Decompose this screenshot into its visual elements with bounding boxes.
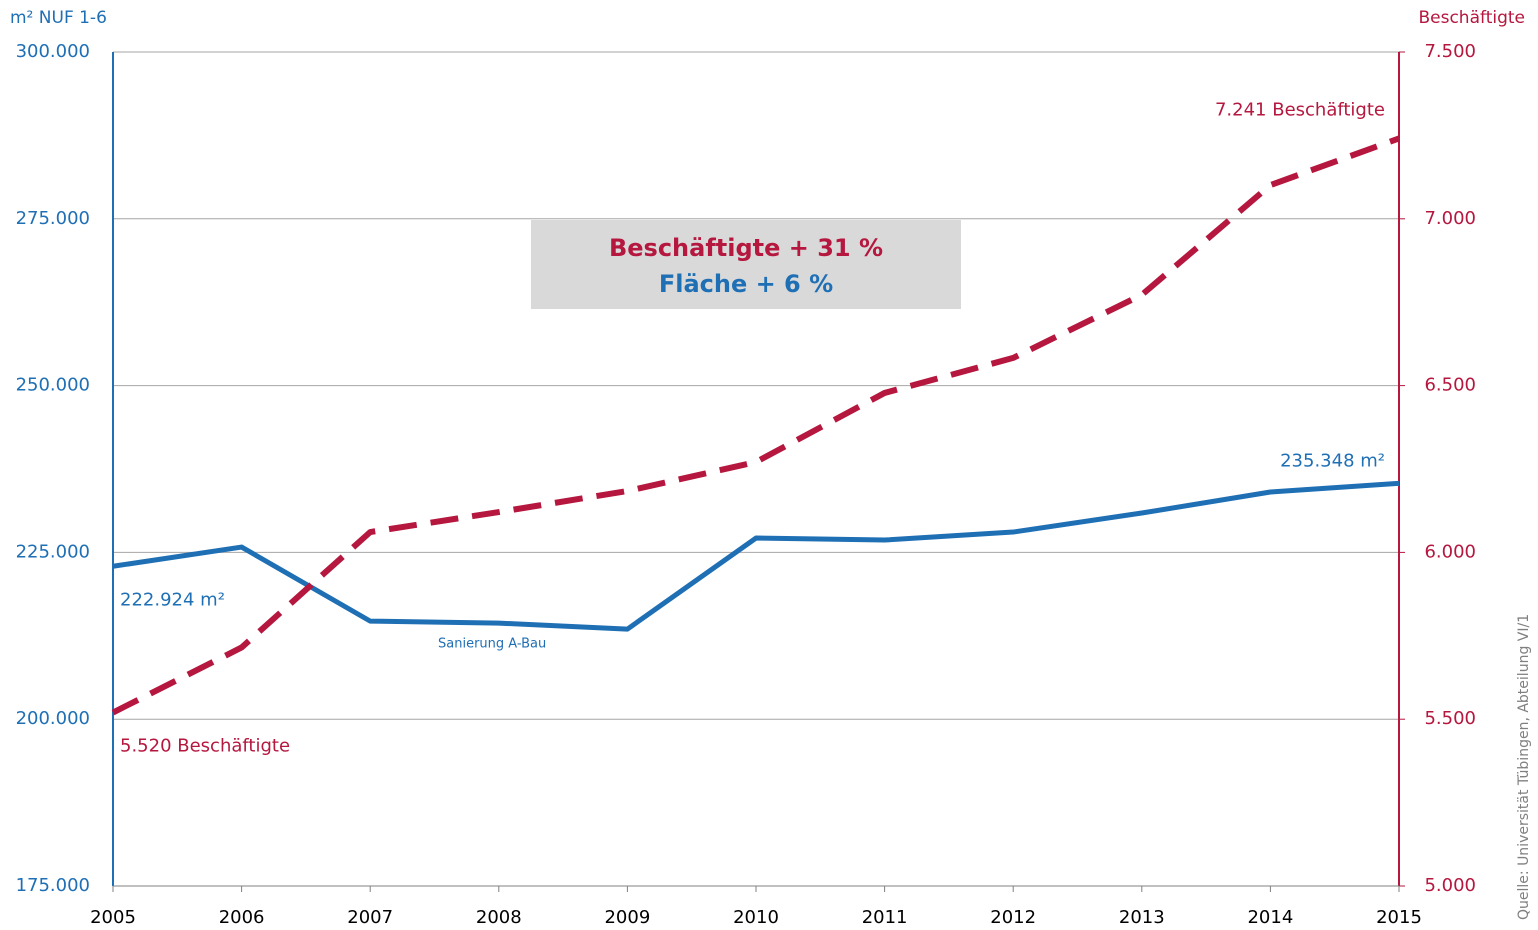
x-tick-label: 2009 <box>604 907 650 928</box>
y-tick-label: 250.000 <box>16 375 90 396</box>
y2-tick-label: 5.500 <box>1424 708 1476 729</box>
y-tick-label: 200.000 <box>16 708 90 729</box>
y2-tick-label: 6.000 <box>1424 541 1476 562</box>
y2-tick-label: 7.000 <box>1424 208 1476 229</box>
summary-employees: Beschäftigte + 31 % <box>609 234 883 262</box>
x-tick-label: 2013 <box>1119 907 1165 928</box>
y2-tick-label: 5.000 <box>1424 875 1476 896</box>
x-tick-label: 2015 <box>1376 907 1422 928</box>
source: Quelle: Universität Tübingen, Abteilung … <box>1516 614 1532 920</box>
y2-axis-label: Beschäftigte <box>1418 8 1525 28</box>
x-tick-label: 2014 <box>1247 907 1293 928</box>
data-label: 235.348 m² <box>1280 450 1385 471</box>
x-tick-label: 2006 <box>219 907 265 928</box>
summary-box <box>531 220 961 309</box>
x-tick-label: 2012 <box>990 907 1036 928</box>
x-tick-label: 2010 <box>733 907 779 928</box>
x-tick-label: 2008 <box>476 907 522 928</box>
x-tick-label: 2011 <box>862 907 908 928</box>
x-tick-label: 2007 <box>347 907 393 928</box>
data-line <box>111 135 1401 716</box>
data-label: 222.924 m² <box>120 589 225 610</box>
y-tick-label: 275.000 <box>16 208 90 229</box>
y-tick-label: 300.000 <box>16 41 90 62</box>
summary-area: Fläche + 6 % <box>659 270 833 298</box>
data-line <box>112 480 1400 632</box>
data-label: 5.520 Beschäftigte <box>120 736 290 757</box>
data-label: 7.241 Beschäftigte <box>1215 99 1385 120</box>
y2-tick-label: 6.500 <box>1424 375 1476 396</box>
annotation: Sanierung A-Bau <box>438 637 546 652</box>
y-axis-label: m² NUF 1-6 <box>10 8 107 28</box>
y-tick-label: 175.000 <box>16 875 90 896</box>
y-tick-label: 225.000 <box>16 541 90 562</box>
y2-tick-label: 7.500 <box>1424 41 1476 62</box>
x-tick-label: 2005 <box>90 907 136 928</box>
